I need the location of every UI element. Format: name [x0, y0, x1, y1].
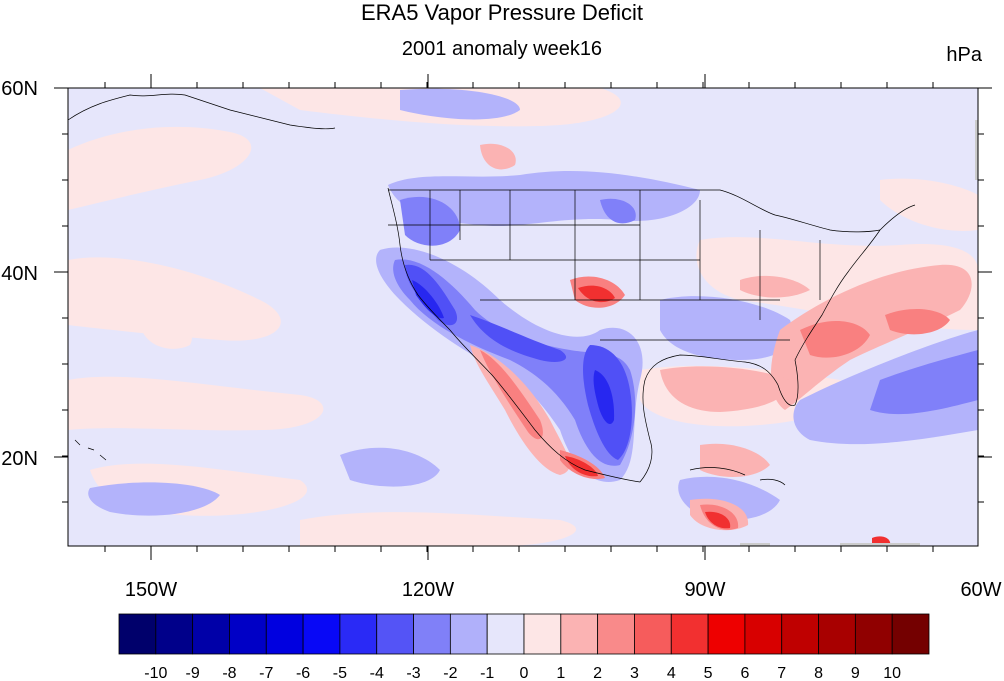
colorbar-label: -7: [259, 665, 273, 681]
lon-label-90w: 90W: [684, 579, 725, 601]
colorbar-swatch: [891, 613, 930, 655]
colorbar-label: 1: [556, 665, 565, 681]
colorbar: -10 -9 -8 -7 -6 -5 -4 -3 -2 -1 0 1 2 3 4 5 6 7 8 9 10: [118, 613, 930, 681]
map-title: ERA5 Vapor Pressure Deficit: [360, 0, 644, 25]
colorbar-label: -8: [222, 665, 236, 681]
colorbar-swatch: [155, 613, 194, 655]
plot-frame: [67, 87, 979, 547]
colorbar-swatch: [302, 613, 341, 655]
colorbar-swatch: [670, 613, 709, 655]
colorbar-swatch: [597, 613, 635, 655]
colorbar-swatch: [707, 613, 746, 655]
colorbar-swatch: [523, 613, 562, 655]
colorbar-label: -5: [333, 665, 347, 681]
colorbar-label: -1: [480, 665, 494, 681]
anomaly-negative-5: [412, 280, 615, 425]
colorbar-label: 3: [630, 665, 639, 681]
colorbar-label: 9: [851, 665, 860, 681]
axis-ticks: [54, 74, 992, 560]
colorbar-label: -4: [370, 665, 384, 681]
lon-label-60w: 60W: [960, 579, 1001, 601]
colorbar-swatch: [560, 613, 599, 655]
colorbar-swatch: [486, 613, 525, 655]
lat-label-40n: 40N: [1, 263, 38, 285]
units-label: hPa: [946, 44, 982, 66]
colorbar-swatch: [118, 613, 157, 655]
colorbar-swatch: [854, 613, 893, 655]
colorbar-label: -6: [296, 665, 310, 681]
colorbar-label: 4: [667, 665, 676, 681]
anomaly-positive-5: [565, 285, 891, 546]
lon-label-120w: 120W: [402, 579, 454, 601]
colorbar-label: 5: [704, 665, 713, 681]
lat-label-60n: 60N: [1, 78, 38, 100]
colorbar-label: 10: [883, 665, 901, 681]
colorbar-swatch: [634, 613, 672, 655]
colorbar-swatch: [265, 613, 304, 655]
lon-axis-labels: 150W 120W 90W 60W: [125, 579, 1002, 601]
colorbar-swatch: [413, 613, 451, 655]
colorbar-label: 8: [814, 665, 823, 681]
colorbar-label: -10: [144, 665, 167, 681]
colorbar-swatch: [229, 613, 267, 655]
anomaly-field: [68, 88, 978, 546]
lat-label-20n: 20N: [1, 448, 38, 470]
colorbar-swatch: [449, 613, 488, 655]
colorbar-label: 2: [593, 665, 602, 681]
colorbar-swatch: [744, 613, 783, 655]
colorbar-label: 6: [740, 665, 749, 681]
colorbar-swatch: [192, 613, 230, 655]
colorbar-label: -3: [406, 665, 420, 681]
colorbar-swatch: [781, 613, 819, 655]
colorbar-label: 0: [520, 665, 529, 681]
colorbar-swatch: [339, 613, 378, 655]
map-subtitle: 2001 anomaly week16: [401, 38, 603, 60]
colorbar-swatch: [376, 613, 414, 655]
missing-data: [740, 120, 978, 546]
colorbar-label: -2: [443, 665, 457, 681]
lat-axis-labels: 60N 40N 20N: [1, 78, 38, 470]
colorbar-label: 7: [777, 665, 786, 681]
map-boundaries: [68, 93, 916, 486]
lon-label-150w: 150W: [125, 579, 177, 601]
colorbar-swatch: [818, 613, 856, 655]
colorbar-label: -9: [186, 665, 200, 681]
